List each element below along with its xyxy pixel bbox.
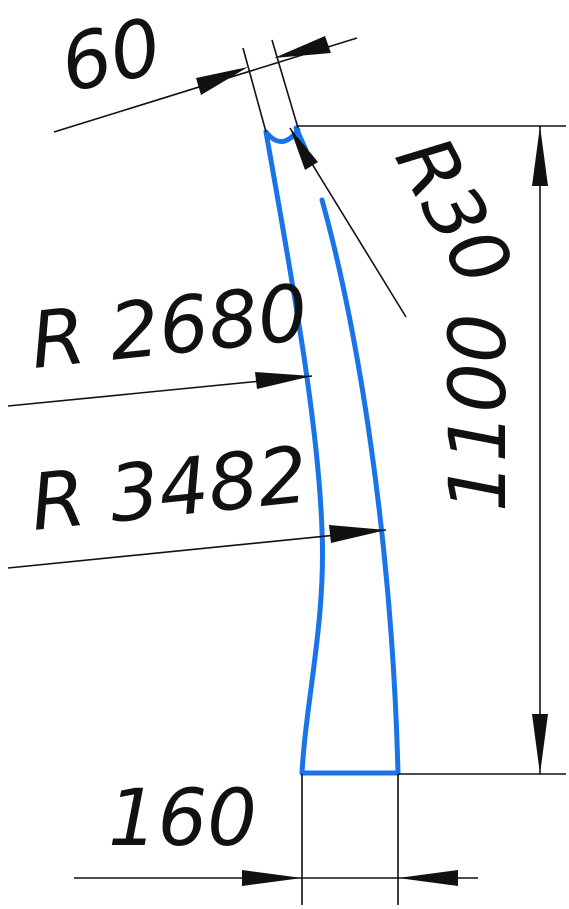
arrow-head [242,870,302,886]
top-width-label: 60 [53,2,169,111]
inner-radius-dimension: R 2680 [7,268,313,407]
arrow-head [255,372,312,389]
part-outline [263,125,401,776]
inner-arc-edge [263,129,325,776]
outer-radius-label: R 3482 [27,430,312,549]
bottom-width-dimension: 160 [74,774,478,905]
leader-line [7,529,387,569]
arrow-head [274,36,331,58]
bottom-width-label: 160 [108,774,257,864]
arrow-head [290,128,318,170]
height-dimension: 1100 [298,125,566,775]
arrow-head [532,126,548,186]
outer-radius-dimension: R 3482 [7,430,387,569]
arrow-head [329,525,386,543]
top-width-dimension: 60 [53,2,358,133]
arrow-head [196,67,248,95]
arrow-head [532,714,548,774]
top-fillet-arc [263,127,301,144]
extension-line [271,39,299,129]
height-label: 1100 [434,313,524,512]
inner-radius-label: R 2680 [27,268,312,387]
outer-arc-edge [319,197,401,776]
fillet-radius-label: R30 [377,123,529,301]
extension-line [242,47,267,133]
arrow-head [398,870,458,886]
